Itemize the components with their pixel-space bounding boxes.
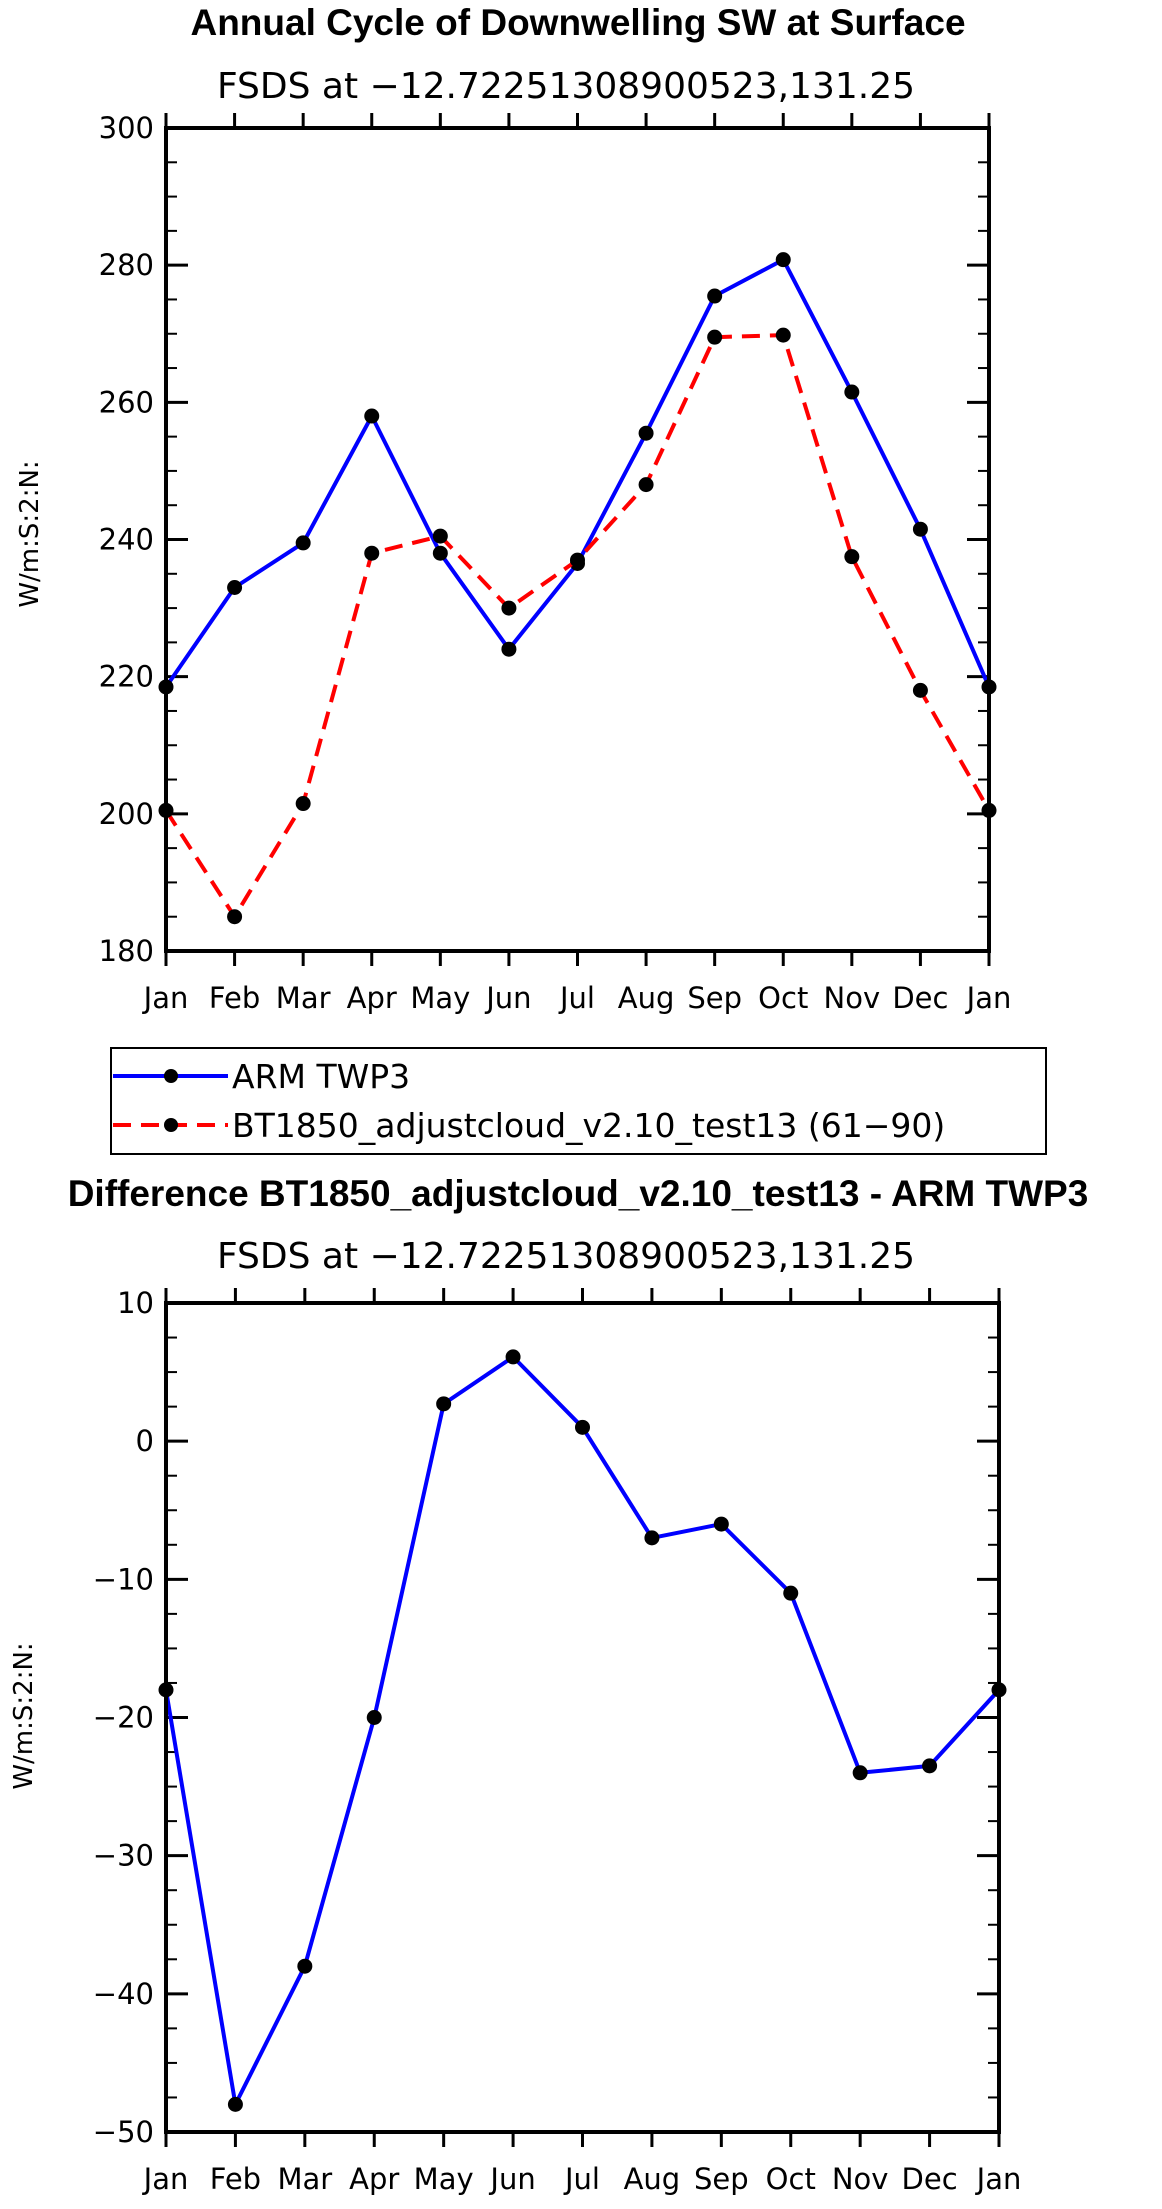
x-tick-label: Jul xyxy=(563,2162,600,2196)
data-point xyxy=(364,408,380,424)
data-point xyxy=(227,2096,243,2112)
data-point xyxy=(783,1585,799,1601)
legend-label-obs: ARM TWP3 xyxy=(232,1057,410,1096)
x-tick-label: Aug xyxy=(624,2162,681,2196)
x-tick-label: Jan xyxy=(965,981,1012,1015)
x-tick-label: Feb xyxy=(210,2162,261,2196)
legend-marker-model xyxy=(164,1118,178,1132)
series-line-1 xyxy=(164,1354,1001,2107)
data-point xyxy=(638,425,654,441)
series-layer xyxy=(158,252,997,925)
x-tick-label: Nov xyxy=(832,2162,889,2196)
chart-title: Annual Cycle of Downwelling SW at Surfac… xyxy=(190,2,965,43)
data-point xyxy=(297,1958,313,1974)
x-tick-label: May xyxy=(414,2162,474,2196)
data-point xyxy=(570,552,585,568)
data-point xyxy=(295,796,311,812)
legend-box xyxy=(110,1047,1047,1155)
x-tick-label: Apr xyxy=(349,2162,399,2196)
difference-chart: Difference BT1850_adjustcloud_v2.10_test… xyxy=(9,1173,1088,2196)
x-tick-label: Nov xyxy=(824,981,881,1015)
chart-subtitle: FSDS at −12.72251308900523,131.25 xyxy=(217,66,915,107)
data-point xyxy=(844,384,860,400)
y-tick-label: 0 xyxy=(136,1424,154,1458)
x-tick-label: Oct xyxy=(766,2162,816,2196)
data-point xyxy=(436,1396,452,1412)
y-tick-label: 220 xyxy=(99,660,154,694)
data-point xyxy=(227,909,243,925)
data-point xyxy=(713,1516,729,1532)
y-tick-label: −40 xyxy=(93,1977,154,2011)
plot-frame xyxy=(164,1301,1001,2134)
y-tick-label: −50 xyxy=(93,2115,154,2149)
x-tick-label: Mar xyxy=(277,2162,332,2196)
y-tick-label: 180 xyxy=(99,934,154,968)
data-point xyxy=(575,1419,590,1435)
data-point xyxy=(432,545,448,561)
y-tick-label: 200 xyxy=(99,797,154,831)
data-point xyxy=(852,1765,868,1781)
y-tick-label: 240 xyxy=(99,523,154,557)
x-tick-label: Apr xyxy=(347,981,397,1015)
plot-frame xyxy=(164,126,991,953)
data-point xyxy=(775,327,791,343)
data-point xyxy=(638,477,654,493)
x-tick-label: Jul xyxy=(558,981,595,1015)
y-tick-label: 300 xyxy=(99,111,154,145)
x-tick-label: Mar xyxy=(276,981,331,1015)
legend-label-model: BT1850_adjustcloud_v2.10_test13 (61−90) xyxy=(232,1106,945,1145)
axis-ticks: 180 200 220 240 260 280 300 Jan Feb Mar Apr May Jun J… xyxy=(99,111,1012,1015)
data-point xyxy=(844,549,860,565)
data-point xyxy=(775,252,791,268)
x-tick-label: Jan xyxy=(142,981,189,1015)
series-layer xyxy=(158,1349,1007,2112)
data-point xyxy=(707,288,723,304)
x-tick-label: Aug xyxy=(618,981,675,1015)
series-line-1 xyxy=(164,257,991,689)
y-tick-label: −20 xyxy=(93,1701,154,1735)
data-point xyxy=(366,1710,382,1725)
x-tick-label: Dec xyxy=(892,981,948,1015)
chart-title: Difference BT1850_adjustcloud_v2.10_test… xyxy=(68,1173,1089,1214)
data-point xyxy=(227,580,243,596)
y-axis-label: W/m:S:2:N: xyxy=(15,460,45,607)
x-tick-label: Dec xyxy=(902,2162,958,2196)
data-point xyxy=(501,641,517,657)
axis-ticks: −50 −40 −30 −20 −10 0 10 Jan Feb Mar Apr May Jun Jul A… xyxy=(93,1286,1022,2196)
y-tick-label: 10 xyxy=(117,1286,154,1320)
x-tick-label: Oct xyxy=(758,981,808,1015)
x-tick-label: Sep xyxy=(687,981,742,1015)
y-tick-label: 280 xyxy=(99,248,154,282)
chart-subtitle: FSDS at −12.72251308900523,131.25 xyxy=(217,1236,915,1277)
data-point xyxy=(644,1530,660,1546)
x-tick-label: Jun xyxy=(488,2162,535,2196)
annual-cycle-chart: Annual Cycle of Downwelling SW at Surfac… xyxy=(15,2,1011,1015)
legend: ARM TWP3 BT1850_adjustcloud_v2.10_test13… xyxy=(110,1047,1047,1155)
y-tick-label: −30 xyxy=(93,1839,154,1873)
data-point xyxy=(912,682,928,698)
legend-marker-obs xyxy=(164,1069,178,1083)
x-tick-label: Jun xyxy=(484,981,531,1015)
y-tick-label: −10 xyxy=(93,1562,154,1596)
data-point xyxy=(922,1758,938,1774)
x-tick-label: Feb xyxy=(209,981,260,1015)
data-point xyxy=(501,600,517,616)
data-point xyxy=(912,521,928,537)
data-point xyxy=(505,1349,521,1365)
data-point xyxy=(295,535,311,551)
y-tick-label: 260 xyxy=(99,385,154,419)
y-axis-label: W/m:S:2:N: xyxy=(9,1642,39,1789)
x-tick-label: May xyxy=(410,981,470,1015)
data-point xyxy=(707,329,723,345)
data-point xyxy=(432,528,448,544)
x-tick-label: Jan xyxy=(975,2162,1022,2196)
x-tick-label: Jan xyxy=(142,2162,189,2196)
x-tick-label: Sep xyxy=(694,2162,749,2196)
data-point xyxy=(364,545,380,561)
